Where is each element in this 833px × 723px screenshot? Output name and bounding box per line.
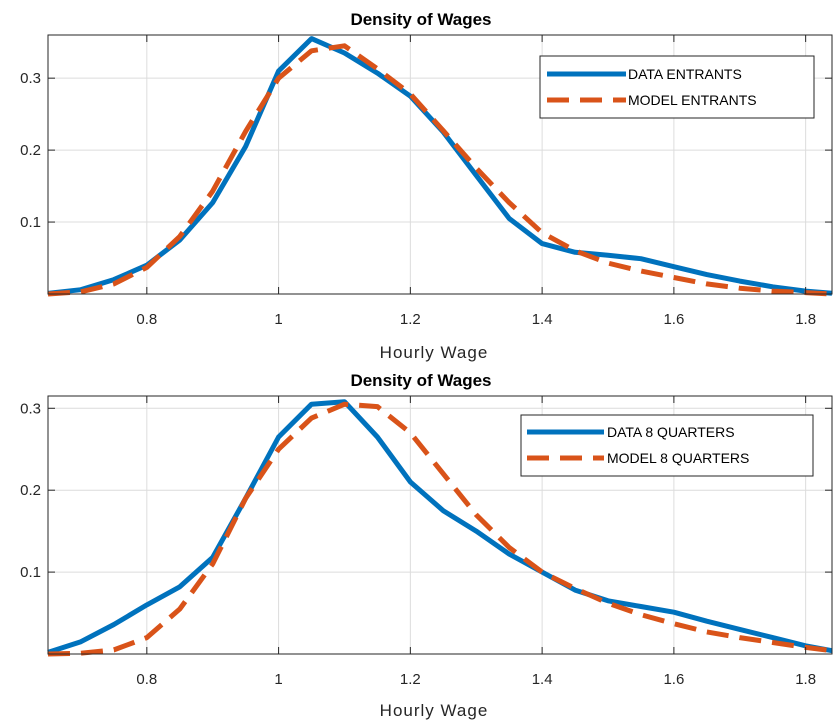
x-axis-label: Hourly Wage: [380, 343, 489, 362]
series-line-model: [47, 43, 833, 297]
axes-border: [47, 34, 833, 295]
legend-label-data: DATA ENTRANTS: [628, 66, 742, 82]
y-tick-label: 0.1: [20, 214, 41, 231]
chart-title: Density of Wages: [350, 371, 491, 390]
x-tick-label: 1.6: [663, 311, 684, 328]
legend-label-model: MODEL ENTRANTS: [628, 92, 757, 108]
x-tick-label: 0.8: [136, 311, 157, 328]
legend: DATA ENTRANTS MODEL ENTRANTS: [539, 55, 815, 119]
x-tick-label: 1.6: [663, 671, 684, 688]
axes-border: [47, 395, 833, 655]
x-tick-label: 0.8: [136, 671, 157, 688]
x-tick-label: 1.4: [532, 671, 553, 688]
legend-label-model: MODEL 8 QUARTERS: [607, 450, 749, 466]
chart-title: Density of Wages: [350, 10, 491, 29]
y-tick-label: 0.2: [20, 142, 41, 159]
x-tick-label: 1: [274, 671, 282, 688]
x-tick-label: 1.8: [795, 311, 816, 328]
legend-box: [539, 55, 815, 119]
x-tick-label: 1.2: [400, 311, 421, 328]
y-tick-label: 0.1: [20, 564, 41, 581]
x-tick-label: 1.8: [795, 671, 816, 688]
x-tick-label: 1.4: [532, 311, 553, 328]
x-tick-label: 1.2: [400, 671, 421, 688]
x-axis-label: Hourly Wage: [380, 701, 489, 720]
series-line-model: [47, 401, 833, 657]
legend-box: [520, 414, 814, 477]
series-line-data: [47, 399, 833, 655]
x-tick-label: 1: [274, 311, 282, 328]
y-tick-label: 0.3: [20, 400, 41, 417]
chart-panel-1: 0.8 1 1.2 1.4 1.6 1.8 0.1 0.2 0.3 Density of Wage…: [20, 10, 833, 362]
legend-label-data: DATA 8 QUARTERS: [607, 424, 735, 440]
y-tick-label: 0.2: [20, 482, 41, 499]
legend: DATA 8 QUARTERS MODEL 8 QUARTERS: [520, 414, 814, 477]
chart-panel-2: 0.8 1 1.2 1.4 1.6 1.8 0.1 0.2 0.3 Density of Wage…: [20, 371, 833, 720]
y-tick-label: 0.3: [20, 70, 41, 87]
